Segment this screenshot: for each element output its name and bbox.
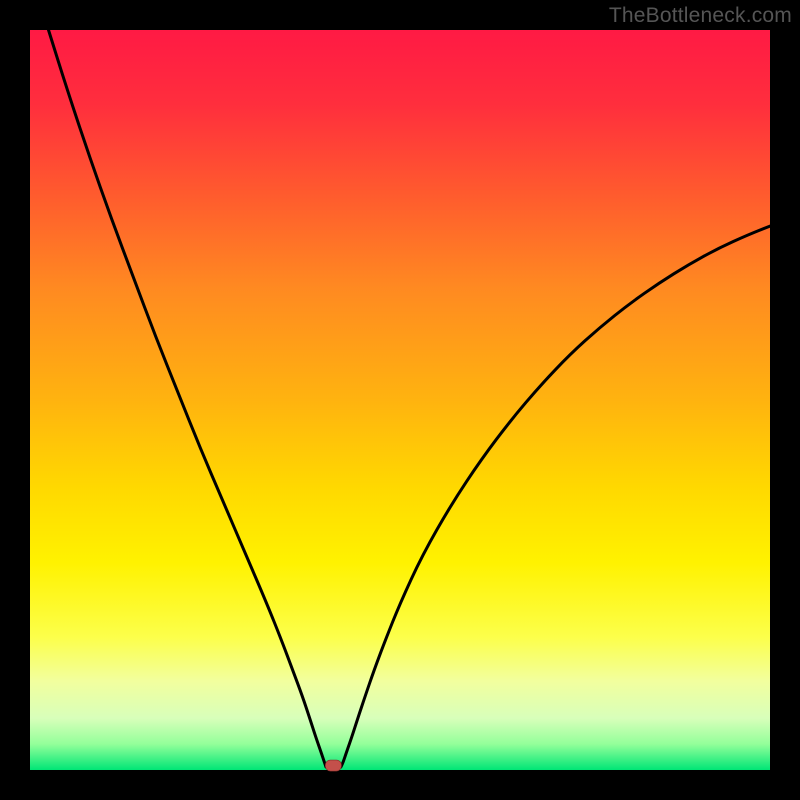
watermark-label: TheBottleneck.com xyxy=(609,4,792,28)
chart-container: TheBottleneck.com xyxy=(0,0,800,800)
valley-marker xyxy=(325,760,341,771)
plot-area-gradient xyxy=(30,30,770,770)
bottleneck-chart xyxy=(0,0,800,800)
